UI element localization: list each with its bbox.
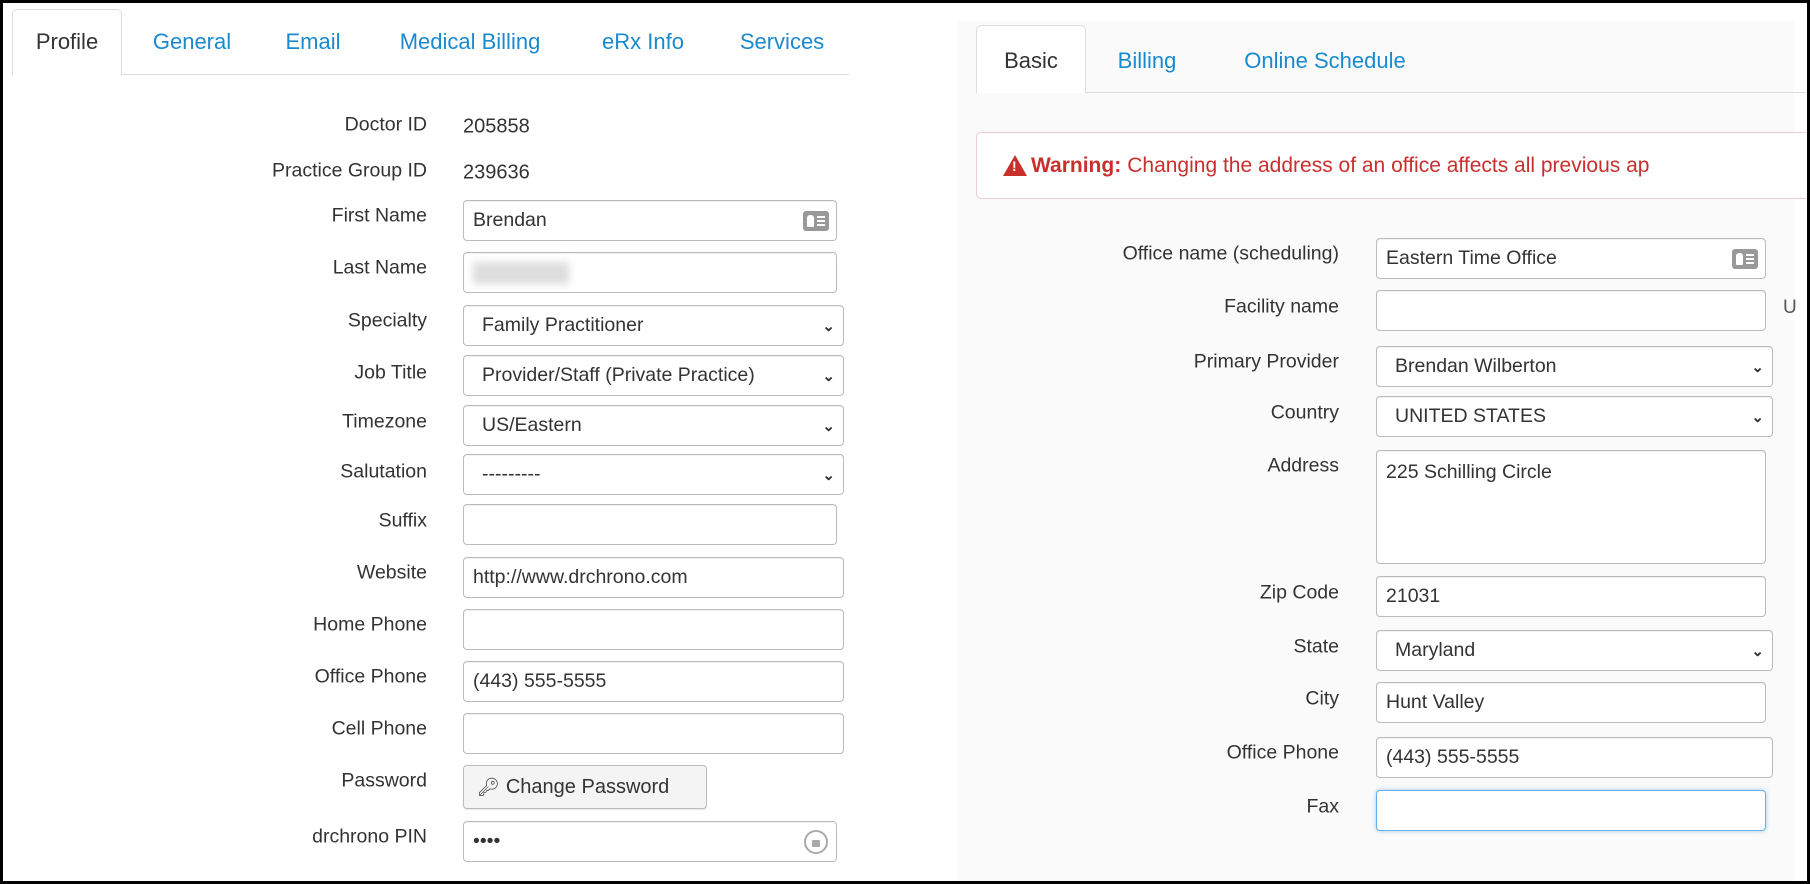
city-value: Hunt Valley <box>1386 691 1485 713</box>
website-input[interactable]: http://www.drchrono.com <box>463 557 844 598</box>
key-icon: 🔑︎ <box>477 776 500 797</box>
home-phone-label: Home Phone <box>313 613 427 636</box>
state-value: Maryland <box>1395 639 1476 661</box>
cell-phone-label: Cell Phone <box>331 717 427 740</box>
doctor-id-label: Doctor ID <box>344 113 427 136</box>
timezone-value: US/Eastern <box>482 414 582 436</box>
office-phone-input[interactable]: (443) 555-5555 <box>1376 737 1773 778</box>
warning-title: Warning: <box>1031 153 1122 177</box>
pin-value: •••• <box>473 830 501 852</box>
website-value: http://www.drchrono.com <box>473 566 688 588</box>
specialty-label: Specialty <box>347 309 427 332</box>
state-label: State <box>1293 635 1339 658</box>
tab-billing[interactable]: Billing <box>1117 48 1177 73</box>
job-title-label: Job Title <box>354 361 427 384</box>
warning-text: Changing the address of an office affect… <box>1127 153 1650 177</box>
job-title-value: Provider/Staff (Private Practice) <box>482 364 755 386</box>
last-name-input[interactable] <box>463 252 837 293</box>
pin-input[interactable]: •••• <box>463 821 837 862</box>
change-password-label: Change Password <box>505 775 670 798</box>
fax-input[interactable] <box>1376 790 1766 831</box>
primary-provider-label: Primary Provider <box>1193 350 1339 373</box>
facility-name-trailing-text: U <box>1783 297 1797 318</box>
contact-card-icon[interactable] <box>803 210 829 231</box>
tab-divider <box>976 92 1806 93</box>
address-textarea[interactable]: 225 Schilling Circle <box>1376 450 1766 564</box>
job-title-select[interactable]: Provider/Staff (Private Practice) ⌄ <box>463 355 844 396</box>
country-value: UNITED STATES <box>1395 405 1546 427</box>
country-select[interactable]: UNITED STATES ⌄ <box>1376 396 1773 437</box>
pin-label: drchrono PIN <box>312 825 427 848</box>
city-input[interactable]: Hunt Valley <box>1376 682 1766 723</box>
specialty-value: Family Practitioner <box>482 314 644 336</box>
tab-email[interactable]: Email <box>285 29 341 54</box>
website-label: Website <box>356 561 427 584</box>
state-select[interactable]: Maryland ⌄ <box>1376 630 1773 671</box>
practice-group-id-label: Practice Group ID <box>272 159 427 182</box>
office-phone-value: (443) 555-5555 <box>1386 746 1520 768</box>
salutation-select[interactable]: --------- ⌄ <box>463 454 844 495</box>
fax-label: Fax <box>1306 795 1339 818</box>
contact-card-icon[interactable] <box>1732 248 1758 269</box>
first-name-value: Brendan <box>473 209 547 231</box>
office-phone-input[interactable]: (443) 555-5555 <box>463 661 844 702</box>
warning-icon <box>1003 155 1027 176</box>
country-label: Country <box>1270 401 1339 424</box>
warning-alert: Warning:Changing the address of an offic… <box>976 132 1806 199</box>
suffix-label: Suffix <box>378 509 427 532</box>
office-name-label: Office name (scheduling) <box>1122 242 1339 265</box>
first-name-label: First Name <box>331 204 427 227</box>
doctor-id-value: 205858 <box>463 115 530 138</box>
home-phone-input[interactable] <box>463 609 844 650</box>
salutation-label: Salutation <box>340 460 427 483</box>
tab-services[interactable]: Services <box>739 29 825 54</box>
tab-erx-info[interactable]: eRx Info <box>602 29 684 54</box>
suffix-input[interactable] <box>463 504 837 545</box>
primary-provider-select[interactable]: Brendan Wilberton ⌄ <box>1376 346 1773 387</box>
practice-group-id-value: 239636 <box>463 161 530 184</box>
timezone-label: Timezone <box>342 410 427 433</box>
office-phone-label: Office Phone <box>314 665 427 688</box>
last-name-label: Last Name <box>332 256 427 279</box>
office-phone-label: Office Phone <box>1226 741 1339 764</box>
chevron-down-icon: ⌄ <box>1751 358 1764 376</box>
zip-code-label: Zip Code <box>1259 581 1339 604</box>
tab-profile[interactable]: Profile <box>35 29 99 54</box>
active-tab-box <box>12 9 122 75</box>
facility-name-input[interactable] <box>1376 290 1766 331</box>
tab-general[interactable]: General <box>152 29 232 54</box>
first-name-input[interactable]: Brendan <box>463 200 837 241</box>
active-tab-box <box>976 25 1086 93</box>
address-label: Address <box>1267 454 1339 477</box>
city-label: City <box>1305 687 1339 710</box>
change-password-button[interactable]: 🔑︎ Change Password <box>463 765 707 809</box>
zip-code-input[interactable]: 21031 <box>1376 576 1766 617</box>
chevron-down-icon: ⌄ <box>822 367 835 385</box>
office-phone-value: (443) 555-5555 <box>473 670 607 692</box>
chevron-down-icon: ⌄ <box>822 417 835 435</box>
zip-code-value: 21031 <box>1386 585 1441 607</box>
salutation-value: --------- <box>482 463 541 485</box>
chevron-down-icon: ⌄ <box>822 317 835 335</box>
chevron-down-icon: ⌄ <box>1751 642 1764 660</box>
tab-medical-billing[interactable]: Medical Billing <box>399 29 541 54</box>
cell-phone-input[interactable] <box>463 713 844 754</box>
timezone-select[interactable]: US/Eastern ⌄ <box>463 405 844 446</box>
tab-basic[interactable]: Basic <box>1004 48 1058 73</box>
office-name-value: Eastern Time Office <box>1386 247 1557 269</box>
chevron-down-icon: ⌄ <box>822 466 835 484</box>
tab-online-schedule[interactable]: Online Schedule <box>1244 48 1406 73</box>
lock-reset-icon[interactable] <box>804 829 828 854</box>
facility-name-label: Facility name <box>1224 295 1339 318</box>
tab-divider <box>12 74 849 75</box>
password-label: Password <box>341 769 427 792</box>
chevron-down-icon: ⌄ <box>1751 408 1764 426</box>
primary-provider-value: Brendan Wilberton <box>1395 355 1557 377</box>
specialty-select[interactable]: Family Practitioner ⌄ <box>463 305 844 346</box>
redacted-last-name <box>473 261 569 284</box>
office-name-input[interactable]: Eastern Time Office <box>1376 238 1766 279</box>
